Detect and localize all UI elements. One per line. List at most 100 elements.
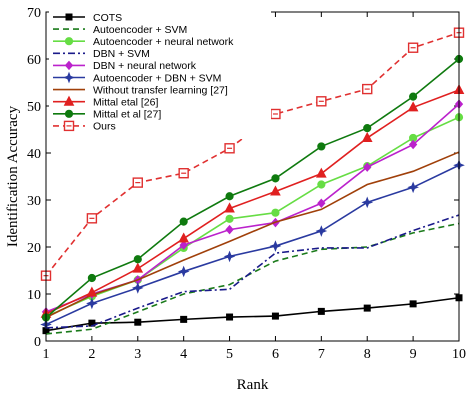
legend-item: DBN + neural network (53, 60, 197, 72)
data-point (316, 167, 327, 178)
data-point (225, 214, 234, 223)
legend-label: Autoencoder + SVM (93, 24, 187, 36)
y-tick-label: 50 (27, 100, 41, 115)
y-tick-label: 30 (27, 194, 41, 209)
series-line-mittal-et-al-27 (45, 58, 460, 319)
y-axis-label: Identification Accuracy (5, 105, 21, 247)
legend-label: Ours (93, 121, 116, 133)
data-point (408, 139, 418, 150)
data-point (270, 185, 281, 196)
x-axis-label: Rank (237, 377, 269, 393)
x-tick-label: 4 (180, 347, 187, 362)
data-point (361, 196, 374, 209)
legend-label: Without transfer learning [27] (93, 84, 228, 96)
data-point (86, 286, 98, 297)
series-without-transfer-learning-27 (45, 151, 460, 319)
legend-item: DBN + SVM (53, 48, 150, 60)
data-point (225, 192, 234, 201)
series-cots (42, 294, 463, 335)
legend-marker (65, 13, 73, 21)
legend-item: COTS (53, 12, 122, 24)
legend-marker (63, 95, 75, 106)
legend-marker (64, 109, 74, 118)
data-point (134, 318, 142, 326)
series-line-mittal-etal-26 (45, 89, 460, 315)
y-tick-label: 0 (34, 335, 41, 350)
data-point (179, 240, 188, 250)
x-tick-label: 9 (410, 347, 417, 362)
legend-item: Mittal etal [26] (53, 95, 158, 109)
data-point (407, 101, 419, 112)
series-autoencoder-svm (45, 222, 460, 335)
series-line-autoencoder-dbn-svm (45, 164, 460, 326)
data-point (271, 312, 279, 320)
series-layer (40, 27, 465, 335)
legend-marker (63, 71, 75, 84)
legend-item: Ours (53, 121, 116, 133)
data-point (132, 262, 144, 273)
x-tick-label: 8 (364, 347, 371, 362)
series-line-without-transfer-learning-27 (45, 151, 460, 319)
data-point (317, 142, 326, 151)
series-line-ours (45, 31, 460, 277)
data-point (269, 240, 282, 252)
y-tick-label: 70 (27, 6, 41, 21)
data-point (87, 273, 96, 283)
data-point (361, 131, 373, 142)
data-point (224, 202, 235, 213)
legend-label: Autoencoder + DBN + SVM (93, 72, 221, 84)
x-tick-label: 1 (43, 347, 50, 362)
data-point (223, 250, 236, 263)
y-axis-ticks: 0 10 20 30 40 50 60 70 (27, 6, 459, 350)
legend-item: Without transfer learning [27] (53, 84, 228, 96)
legend-label: Mittal et al [27] (93, 109, 161, 121)
data-point (363, 304, 371, 312)
series-line-cots (45, 296, 460, 332)
series-autoencoder-dbn-svm (40, 159, 465, 331)
legend-label: COTS (93, 12, 122, 24)
legend-item: Mittal et al [27] (53, 109, 161, 121)
data-point (409, 92, 418, 101)
x-tick-label: 5 (226, 347, 233, 362)
legend-label: Autoencoder + neural network (93, 36, 234, 48)
data-point (180, 315, 188, 323)
data-point (179, 217, 188, 226)
data-point (131, 282, 144, 294)
y-tick-label: 10 (27, 288, 41, 303)
data-point (363, 123, 372, 133)
data-point (226, 313, 234, 321)
x-tick-label: 10 (452, 347, 466, 362)
data-point (315, 225, 328, 237)
series-dbn-svm (45, 214, 460, 329)
legend-marker (64, 37, 74, 46)
y-tick-label: 20 (27, 241, 41, 256)
data-point (407, 181, 419, 194)
legend-label: DBN + SVM (93, 48, 150, 60)
legend-item: Autoencoder + DBN + SVM (53, 71, 221, 84)
x-tick-label: 3 (134, 347, 141, 362)
data-point (225, 224, 234, 235)
data-point (317, 180, 326, 189)
legend-label: Mittal etal [26] (93, 97, 158, 109)
x-tick-label: 7 (318, 347, 325, 362)
legend-item: Autoencoder + neural network (53, 36, 234, 48)
series-line-autoencoder-svm (45, 222, 460, 335)
data-point (317, 307, 325, 315)
x-tick-label: 2 (88, 347, 95, 362)
legend-box (49, 11, 271, 139)
data-point (86, 297, 98, 310)
data-point (409, 300, 417, 308)
data-point (363, 162, 372, 172)
legend-item: Autoencoder + SVM (53, 24, 187, 36)
series-line-dbn-svm (45, 214, 460, 329)
data-point (271, 174, 280, 183)
data-point (177, 265, 190, 278)
data-point (178, 232, 189, 243)
y-tick-label: 60 (27, 53, 41, 68)
data-point (133, 255, 142, 264)
data-point (271, 208, 280, 217)
legend-marker (64, 60, 74, 71)
legend-label: DBN + neural network (93, 60, 197, 72)
